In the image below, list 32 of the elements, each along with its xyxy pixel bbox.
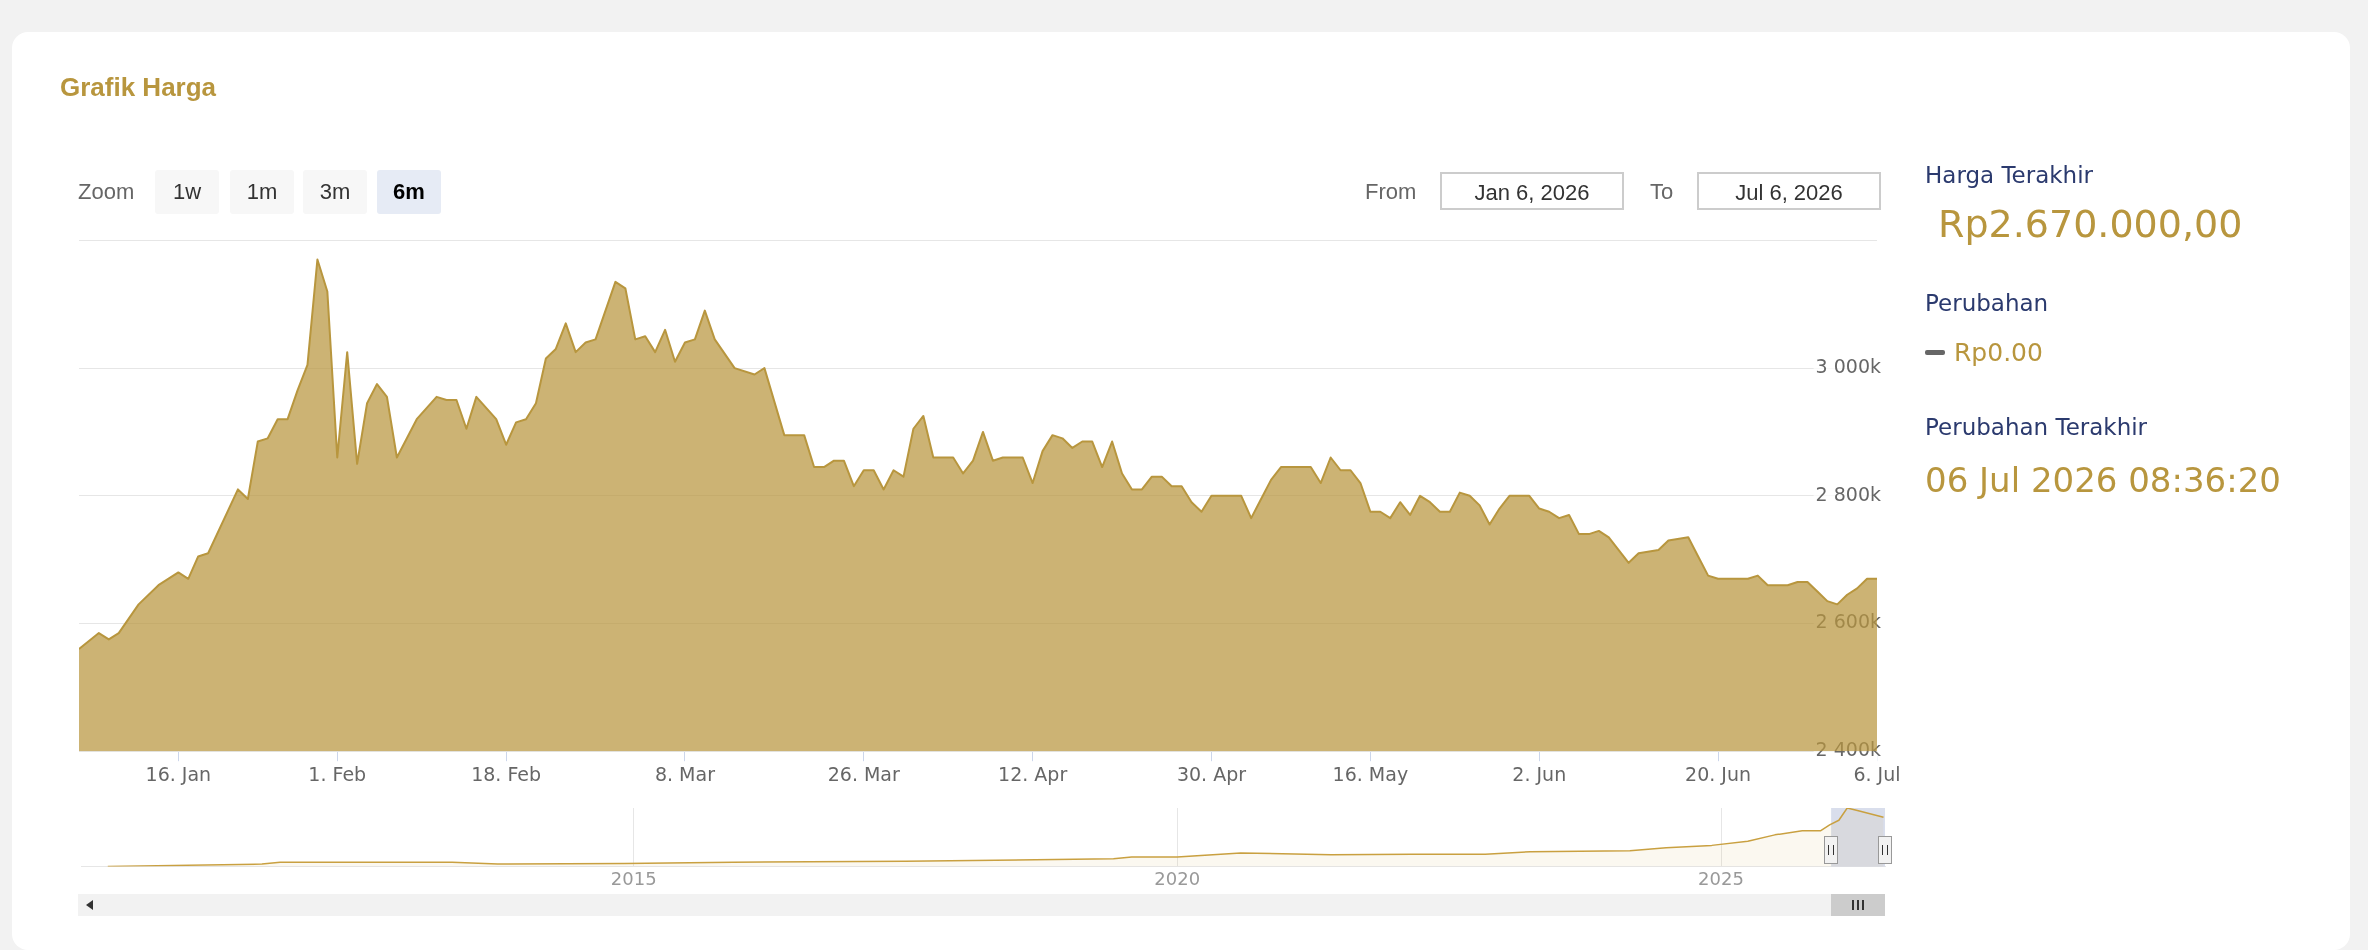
text: 1m	[230, 170, 294, 214]
x-tick-label: 2015	[610, 867, 657, 889]
y-tick-label: 2 800k	[1815, 482, 1881, 505]
text: 1w	[155, 170, 219, 214]
text: Harga Terakhir	[1925, 162, 2094, 188]
x-tick-label: 1. Feb	[308, 762, 367, 785]
x-tick-label: 2. Jun	[1512, 762, 1567, 785]
text: Rp0.00	[1954, 338, 2043, 367]
text: 6m	[377, 170, 441, 214]
text: Perubahan	[1925, 290, 2049, 316]
x-tick-label: 26. Mar	[827, 762, 900, 785]
text: Zoom	[78, 178, 135, 206]
text: Jan 6, 2026	[1440, 172, 1624, 210]
text: Jul 6, 2026	[1697, 172, 1881, 210]
text: Perubahan Terakhir	[1925, 414, 2148, 440]
text: From	[1365, 178, 1417, 206]
x-tick-label: 12. Apr	[998, 762, 1068, 785]
x-tick-label: 18. Feb	[471, 762, 542, 785]
x-tick-label: 2020	[1154, 867, 1201, 889]
y-tick-label: 3 000k	[1815, 355, 1881, 378]
text: 3m	[303, 170, 367, 214]
x-tick-label: 30. Apr	[1176, 762, 1247, 785]
x-tick-label: 2025	[1698, 867, 1744, 889]
x-tick-label: 20. Jun	[1685, 762, 1752, 785]
text: Rp2.670.000,00	[1938, 202, 2243, 246]
x-tick-label: 16. Jan	[145, 762, 212, 785]
text: To	[1650, 178, 1674, 206]
x-tick-label: 6. Jul	[1853, 762, 1901, 785]
text: 06 Jul 2026 08:36:20	[1925, 460, 2281, 500]
x-tick-label: 8. Mar	[654, 762, 716, 785]
chart-title: Grafik Harga	[60, 72, 217, 103]
x-tick-label: 16. May	[1332, 762, 1409, 785]
